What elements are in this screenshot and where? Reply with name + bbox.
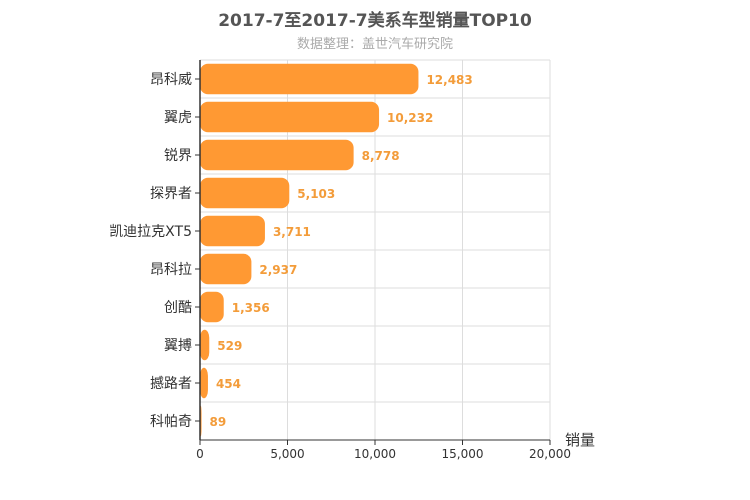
- axes: 0 5,000 10,000 15,000 20,000 昂科威翼虎锐界探界者凯迪拉克XT…: [109, 60, 571, 461]
- y-tick-label: 创酷: [164, 300, 192, 316]
- y-tick-label: 昂科威: [150, 72, 192, 88]
- y-tick-label: 科帕奇: [150, 413, 192, 430]
- y-tick-label: 探界者: [150, 186, 192, 202]
- bar: [200, 101, 380, 133]
- x-tick-label: 15,000: [442, 447, 484, 461]
- y-tick-label: 撼路者: [150, 376, 192, 392]
- bar-value-label: 5,103: [297, 187, 335, 201]
- chart-subtitle: 数据整理：盖世汽车研究院: [296, 37, 453, 52]
- bar: [200, 215, 265, 247]
- bar: [200, 139, 354, 171]
- bar: [200, 291, 224, 323]
- y-tick-label: 凯迪拉克XT5: [109, 224, 192, 240]
- bar: [200, 177, 290, 209]
- x-tick-label: 10,000: [354, 447, 396, 461]
- bar-value-label: 8,778: [362, 149, 400, 163]
- bar: [200, 367, 208, 399]
- bar: [200, 63, 419, 95]
- bar-value-label: 89: [210, 415, 227, 429]
- bar: [200, 253, 252, 285]
- x-tick-label: 5,000: [270, 447, 304, 461]
- bars: 12,483 10,232 8,778 5,103 3,711 2,937 1,356 529…: [200, 63, 473, 437]
- bar-value-label: 2,937: [259, 263, 297, 277]
- y-tick-label: 昂科拉: [150, 262, 192, 278]
- bar-value-label: 529: [217, 339, 242, 353]
- bar-value-label: 1,356: [232, 301, 270, 315]
- y-tick-label: 锐界: [164, 148, 192, 164]
- x-axis-title: 销量: [565, 431, 595, 449]
- y-tick-label: 翼虎: [164, 110, 192, 126]
- chart-title: 2017-7至2017-7美系车型销量TOP10: [218, 11, 532, 31]
- x-tick-label: 20,000: [529, 447, 571, 461]
- bar-value-label: 10,232: [387, 111, 433, 125]
- y-tick-label: 翼搏: [164, 337, 192, 354]
- x-tick-label: 0: [196, 447, 204, 461]
- bar: [200, 329, 210, 361]
- bar-value-label: 12,483: [426, 73, 472, 87]
- bar-value-label: 3,711: [273, 225, 311, 239]
- bar-value-label: 454: [216, 377, 241, 391]
